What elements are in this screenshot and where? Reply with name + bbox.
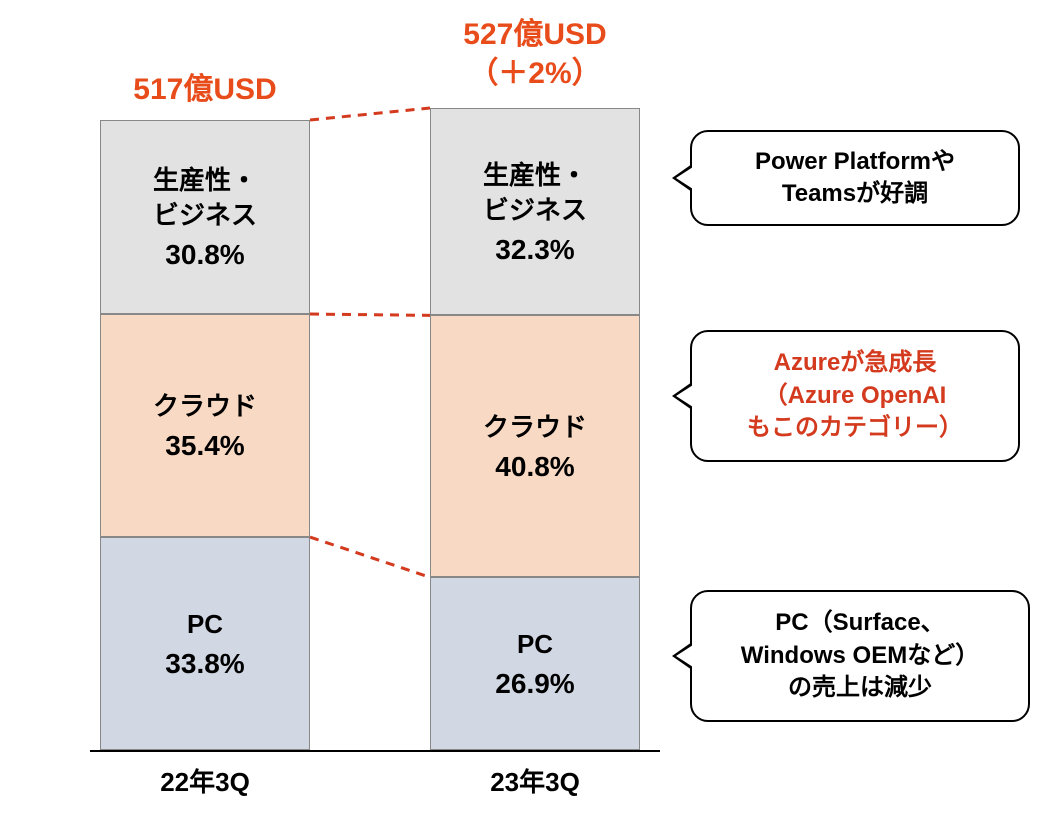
- col-a-total: 517億USD: [100, 70, 310, 109]
- col-a-total-main: 517億USD: [100, 70, 310, 109]
- callout-cloud: Azureが急成長 （Azure OpenAI もこのカテゴリー）: [690, 330, 1020, 462]
- seg-a-cloud-label: クラウド: [153, 389, 257, 424]
- callout-pc-text: PC（Surface、 Windows OEMなど） の売上は減少: [741, 607, 979, 704]
- callout-pc: PC（Surface、 Windows OEMなど） の売上は減少: [690, 590, 1030, 722]
- callout-prod-text: Power Platformや Teamsが好調: [755, 146, 955, 211]
- callout-prod: Power Platformや Teamsが好調: [690, 130, 1020, 226]
- col-b-total-sub: （＋2%）: [430, 54, 640, 93]
- col-b-total: 527億USD（＋2%）: [430, 15, 640, 93]
- seg-a-pc-label: PC: [187, 607, 223, 642]
- callout-cloud-text: Azureが急成長 （Azure OpenAI もこのカテゴリー）: [747, 347, 963, 444]
- seg-b-prod-label: 生産性・ ビジネス: [483, 158, 587, 228]
- seg-b-cloud-label: クラウド: [483, 410, 587, 445]
- seg-b-prod: 生産性・ ビジネス 32.3%: [430, 108, 640, 315]
- seg-b-pc-label: PC: [517, 627, 553, 662]
- seg-b-prod-pct: 32.3%: [495, 234, 574, 266]
- seg-b-pc: PC 26.9%: [430, 577, 640, 750]
- col-a-xlabel: 22年3Q: [100, 762, 310, 799]
- col-b-xlabel: 23年3Q: [430, 762, 640, 799]
- seg-a-pc: PC 33.8%: [100, 537, 310, 750]
- seg-a-prod-pct: 30.8%: [165, 239, 244, 271]
- seg-b-cloud-pct: 40.8%: [495, 451, 574, 483]
- seg-b-pc-pct: 26.9%: [495, 668, 574, 700]
- seg-a-cloud: クラウド 35.4%: [100, 314, 310, 537]
- col-b-total-main: 527億USD: [430, 15, 640, 54]
- seg-a-prod-label: 生産性・ ビジネス: [153, 163, 257, 233]
- seg-a-cloud-pct: 35.4%: [165, 430, 244, 462]
- baseline: [90, 750, 660, 752]
- seg-a-pc-pct: 33.8%: [165, 648, 244, 680]
- seg-a-prod: 生産性・ ビジネス 30.8%: [100, 120, 310, 314]
- seg-b-cloud: クラウド 40.8%: [430, 315, 640, 577]
